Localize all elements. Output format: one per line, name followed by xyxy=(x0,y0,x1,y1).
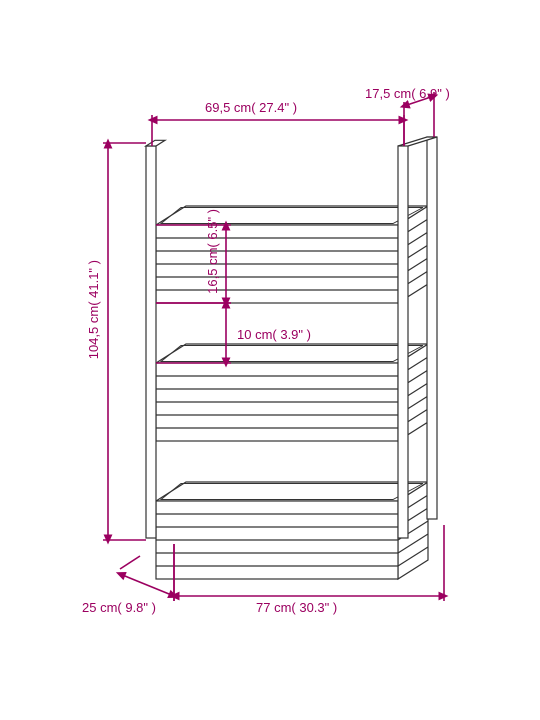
dim-top-depth: 17,5 cm( 6.9" ) xyxy=(365,86,450,101)
dim-base-width: 77 cm( 30.3" ) xyxy=(256,600,337,615)
dim-left-height: 104,5 cm( 41.1" ) xyxy=(86,260,101,359)
dim-gap-height: 10 cm( 3.9" ) xyxy=(237,327,311,342)
dim-box-height: 16,5 cm( 6.5" ) xyxy=(205,209,220,294)
product-drawing xyxy=(146,137,437,579)
dim-base-depth: 25 cm( 9.8" ) xyxy=(82,600,156,615)
dim-top-width: 69,5 cm( 27.4" ) xyxy=(205,100,297,115)
